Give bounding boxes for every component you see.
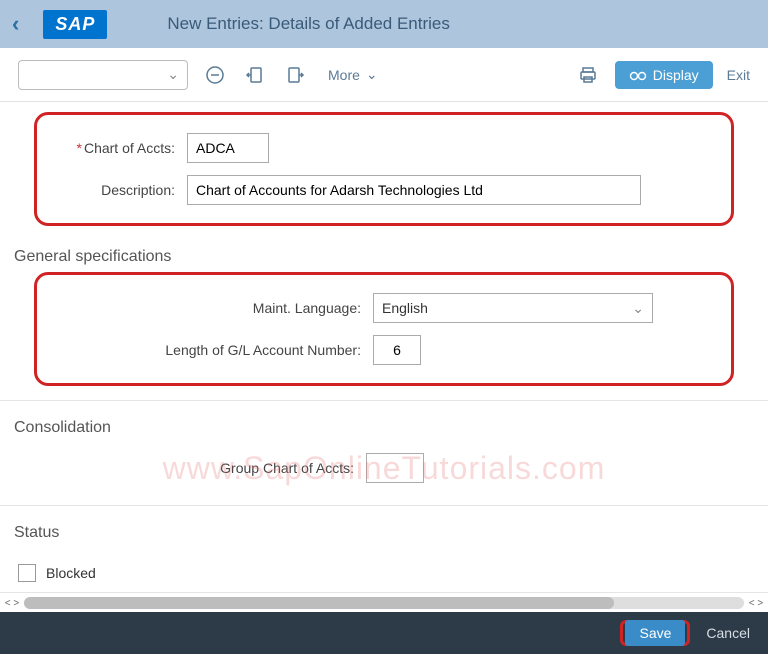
horizontal-scrollbar[interactable]: < > < >: [0, 594, 768, 612]
chevron-down-icon: ⌄: [366, 66, 378, 83]
toolbar: ⌄ More ⌄ Display Exit: [0, 48, 768, 102]
form-content: *Chart of Accts: Description: General sp…: [0, 102, 768, 593]
blocked-row: Blocked: [0, 554, 768, 593]
scroll-left-icon[interactable]: < >: [0, 598, 24, 609]
app-header: ‹ SAP New Entries: Details of Added Entr…: [0, 0, 768, 48]
scrollbar-track[interactable]: [24, 597, 744, 609]
group-chart-input[interactable]: [366, 453, 424, 483]
back-icon[interactable]: ‹: [12, 11, 19, 37]
chart-of-accts-input[interactable]: [187, 133, 269, 163]
group-chart-label: Group Chart of Accts:: [18, 460, 358, 476]
display-button-label: Display: [653, 67, 699, 83]
status-section-title: Status: [0, 516, 768, 548]
page-title: New Entries: Details of Added Entries: [167, 14, 450, 34]
chart-of-accts-highlight: *Chart of Accts: Description:: [34, 112, 734, 226]
page-next-icon[interactable]: [282, 62, 308, 88]
maint-language-value: English: [382, 300, 428, 316]
toolbar-select[interactable]: ⌄: [18, 60, 188, 90]
general-spec-highlight: Maint. Language: English ⌄ Length of G/L…: [34, 272, 734, 386]
gl-length-label: Length of G/L Account Number:: [43, 342, 365, 358]
general-section-title: General specifications: [0, 240, 768, 272]
page-prev-icon[interactable]: [242, 62, 268, 88]
more-label: More: [328, 67, 360, 83]
consolidation-section-title: Consolidation: [0, 411, 768, 443]
more-button[interactable]: More ⌄: [328, 66, 378, 83]
chevron-down-icon: ⌄: [167, 66, 179, 83]
subtract-icon[interactable]: [202, 62, 228, 88]
description-label: Description:: [43, 182, 179, 198]
scrollbar-thumb[interactable]: [24, 597, 614, 609]
blocked-label: Blocked: [46, 565, 96, 581]
glasses-icon: [629, 68, 647, 82]
chevron-down-icon: ⌄: [632, 300, 644, 317]
print-icon[interactable]: [575, 62, 601, 88]
required-star: *: [77, 140, 82, 156]
exit-button[interactable]: Exit: [727, 67, 750, 83]
description-input[interactable]: [187, 175, 641, 205]
maint-language-label: Maint. Language:: [43, 300, 365, 316]
sap-logo: SAP: [43, 10, 107, 39]
display-button[interactable]: Display: [615, 61, 713, 89]
blocked-checkbox[interactable]: [18, 564, 36, 582]
scroll-right-icon[interactable]: < >: [744, 598, 768, 609]
save-button[interactable]: Save: [625, 620, 685, 646]
gl-length-input[interactable]: [373, 335, 421, 365]
footer-bar: Save Cancel: [0, 612, 768, 654]
save-highlight-frame: Save: [620, 620, 690, 646]
maint-language-select[interactable]: English ⌄: [373, 293, 653, 323]
chart-of-accts-label: *Chart of Accts:: [43, 140, 179, 156]
cancel-button[interactable]: Cancel: [706, 625, 750, 641]
